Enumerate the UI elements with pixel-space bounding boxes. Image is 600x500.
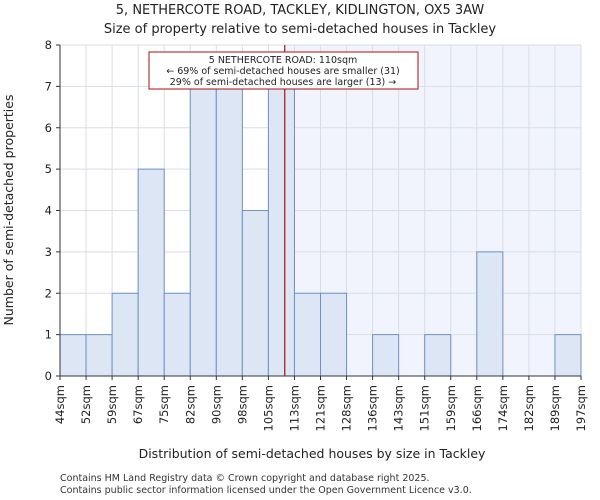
x-tick-label-136sqm: 136sqm <box>366 385 380 431</box>
y-axis-label: Number of semi-detached properties <box>1 95 16 326</box>
x-tick-label-67sqm: 67sqm <box>131 385 145 424</box>
x-tick-label-189sqm: 189sqm <box>548 385 562 431</box>
bar-151sqm <box>424 334 452 377</box>
bars <box>59 85 582 377</box>
bar-113sqm <box>293 292 322 377</box>
x-tick-label-52sqm: 52sqm <box>79 385 93 424</box>
y-tick-label-1: 1 <box>45 328 52 342</box>
x-tick-label-159sqm: 159sqm <box>444 385 458 431</box>
y-tick-label-7: 7 <box>45 79 52 93</box>
x-tick-label-98sqm: 98sqm <box>235 385 249 424</box>
x-tick-label-182sqm: 182sqm <box>522 385 536 431</box>
y-tick-label-8: 8 <box>45 38 52 52</box>
x-tick-label-197sqm: 197sqm <box>574 385 588 431</box>
bar-105sqm <box>267 85 295 377</box>
x-tick-label-59sqm: 59sqm <box>105 385 119 424</box>
bar-44sqm <box>59 334 87 377</box>
bar-121sqm <box>320 292 348 377</box>
x-tick-label-75sqm: 75sqm <box>157 385 171 424</box>
annotation-line-1: 5 NETHERCOTE ROAD: 110sqm <box>209 55 358 66</box>
x-tick-label-113sqm: 113sqm <box>287 385 301 431</box>
x-tick-label-121sqm: 121sqm <box>314 385 328 431</box>
bar-59sqm <box>111 292 139 377</box>
x-tick-label-105sqm: 105sqm <box>261 385 275 431</box>
chart-title: 5, NETHERCOTE ROAD, TACKLEY, KIDLINGTON,… <box>116 3 485 18</box>
annotation-line-3: 29% of semi-detached houses are larger (… <box>170 77 397 88</box>
chart-subtitle: Size of property relative to semi-detach… <box>104 22 497 37</box>
bar-67sqm <box>137 168 165 377</box>
x-tick-label-143sqm: 143sqm <box>392 385 406 431</box>
annotation-line-2: ← 69% of semi-detached houses are smalle… <box>166 66 400 77</box>
y-tick-labels: 0 1 2 3 4 5 6 7 8 <box>45 38 60 383</box>
x-tick-label-90sqm: 90sqm <box>209 385 223 424</box>
bar-90sqm <box>215 85 243 377</box>
annotation-border <box>148 51 419 90</box>
y-tick-label-2: 2 <box>45 286 52 300</box>
x-tick-labels: 44sqm 52sqm 59sqm 67sqm 75sqm 82sqm 90sqm 98sqm… <box>53 376 588 431</box>
bar-82sqm <box>189 85 217 377</box>
footer-line-1: Contains HM Land Registry data © Crown c… <box>60 473 430 484</box>
x-tick-label-44sqm: 44sqm <box>53 385 67 424</box>
x-axis-label: Distribution of semi-detached houses by … <box>139 446 486 461</box>
y-tick-label-4: 4 <box>45 204 52 218</box>
bar-136sqm <box>372 334 400 377</box>
bar-75sqm <box>163 292 191 377</box>
bar-98sqm <box>241 210 269 377</box>
x-tick-label-128sqm: 128sqm <box>340 385 354 431</box>
bar-189sqm <box>554 334 582 377</box>
y-tick-label-0: 0 <box>45 369 52 383</box>
bar-166sqm <box>476 251 504 377</box>
y-tick-label-5: 5 <box>45 162 52 176</box>
annotation-box: 5 NETHERCOTE ROAD: 110sqm ← 69% of semi-… <box>148 51 419 90</box>
x-tick-label-82sqm: 82sqm <box>183 385 197 424</box>
x-tick-label-174sqm: 174sqm <box>496 385 510 431</box>
bar-52sqm <box>85 334 113 377</box>
footer-line-2: Contains public sector information licen… <box>60 485 472 496</box>
y-tick-label-6: 6 <box>45 121 52 135</box>
y-tick-label-3: 3 <box>45 245 52 259</box>
x-tick-label-166sqm: 166sqm <box>470 385 484 431</box>
x-tick-label-151sqm: 151sqm <box>418 385 432 431</box>
